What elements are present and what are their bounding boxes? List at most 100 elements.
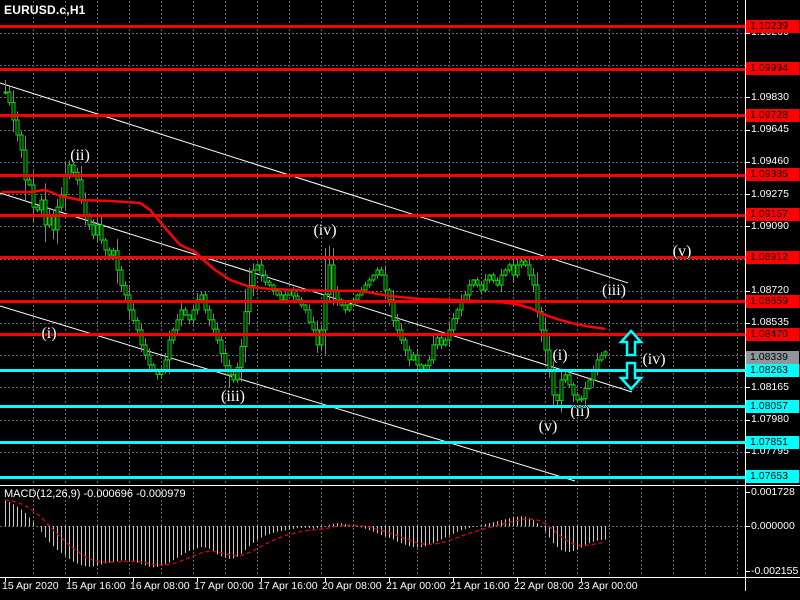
candle-body <box>431 344 436 361</box>
candle-body <box>543 329 548 351</box>
candle-body <box>187 314 192 321</box>
candle-body <box>411 354 416 361</box>
candle-body <box>451 318 456 331</box>
candle-body <box>531 274 536 286</box>
candle-body <box>239 346 244 368</box>
candle-body <box>27 179 32 186</box>
candle-body <box>599 354 604 361</box>
candle-body <box>503 269 508 276</box>
candle-body <box>295 295 300 301</box>
candle-body <box>515 264 520 276</box>
candle-body <box>23 149 28 181</box>
trendline[interactable] <box>0 82 629 284</box>
candle-body <box>43 199 48 226</box>
candle-body <box>39 199 44 211</box>
candle-body <box>383 274 388 291</box>
candle-body <box>571 384 576 396</box>
candle-body <box>347 304 352 311</box>
indicator-label: MACD(12,26,9) -0.000696 -0.000979 <box>4 488 186 500</box>
candle-body <box>119 269 124 287</box>
candle-body <box>55 206 60 231</box>
candle-body <box>495 279 500 286</box>
candle-body <box>123 285 128 296</box>
candle-body <box>79 179 84 201</box>
candle-body <box>147 354 152 366</box>
candle-body <box>259 264 264 276</box>
candle-body <box>211 319 216 330</box>
trendline[interactable] <box>0 192 633 393</box>
candle-body <box>179 309 184 321</box>
candle-body <box>319 329 324 346</box>
candle-body <box>251 269 256 287</box>
candle-body <box>267 281 272 286</box>
candle-body <box>519 260 524 266</box>
symbol-period-title: EURUSD.c,H1 <box>4 3 86 17</box>
candle-body <box>191 309 196 321</box>
candle-body <box>307 309 312 323</box>
candle-body <box>527 264 532 276</box>
candle-body <box>35 206 40 211</box>
candle-body <box>83 199 88 216</box>
candle-body <box>247 285 252 313</box>
trendline[interactable] <box>0 305 576 482</box>
candle-body <box>327 264 332 295</box>
candle-body <box>535 284 540 313</box>
candle-body <box>67 164 72 176</box>
candle-body <box>99 224 104 241</box>
candle-body <box>371 274 376 281</box>
candle-body <box>303 304 308 311</box>
candle-body <box>547 349 552 371</box>
candle-body <box>551 369 556 396</box>
candle-body <box>583 387 588 400</box>
candle-body <box>31 184 36 208</box>
candle-body <box>507 264 512 271</box>
indicator-value-signal: -0.000979 <box>136 488 186 500</box>
candle-body <box>107 249 112 256</box>
candle-body <box>175 319 180 331</box>
candle-body <box>455 309 460 320</box>
moving-average-line[interactable] <box>2 188 606 331</box>
candle-body <box>143 344 148 356</box>
candle-body <box>579 398 584 401</box>
candle-body <box>135 319 140 331</box>
candle-body <box>587 379 592 389</box>
candle-body <box>375 269 380 276</box>
candle-body <box>111 250 116 256</box>
candle-body <box>323 293 328 331</box>
candle-body <box>403 339 408 351</box>
candle-body <box>183 309 188 316</box>
candle-body <box>207 309 212 321</box>
candle-body <box>11 102 16 121</box>
candle-body <box>555 394 560 402</box>
candle-body <box>199 294 204 301</box>
candle-body <box>219 339 224 354</box>
candle-body <box>131 309 136 321</box>
indicator-value-main: -0.000696 <box>83 488 134 500</box>
candle-body <box>367 279 372 286</box>
candle-body <box>15 119 20 136</box>
candle-body <box>95 224 100 236</box>
signal-arrow-up-icon[interactable] <box>618 329 644 357</box>
candle-body <box>139 329 144 346</box>
candle-body <box>379 269 384 276</box>
candle-body <box>523 260 528 266</box>
candle-body <box>343 304 348 311</box>
candle-body <box>235 366 240 381</box>
candle-body <box>479 284 484 291</box>
candle-body <box>91 224 96 236</box>
candle-body <box>71 164 76 173</box>
candle-body <box>439 337 444 346</box>
candle-body <box>255 264 260 271</box>
candle-body <box>63 174 68 196</box>
candle-body <box>103 239 108 251</box>
candle-body <box>331 264 336 291</box>
candle-body <box>363 284 368 291</box>
indicator-name: MACD(12,26,9) <box>4 488 81 500</box>
signal-arrow-down-icon[interactable] <box>618 361 644 391</box>
candle-body <box>395 319 400 331</box>
candle-body <box>539 311 544 331</box>
candle-body <box>471 279 476 286</box>
candle-body <box>603 351 608 356</box>
candle-body <box>415 354 420 366</box>
